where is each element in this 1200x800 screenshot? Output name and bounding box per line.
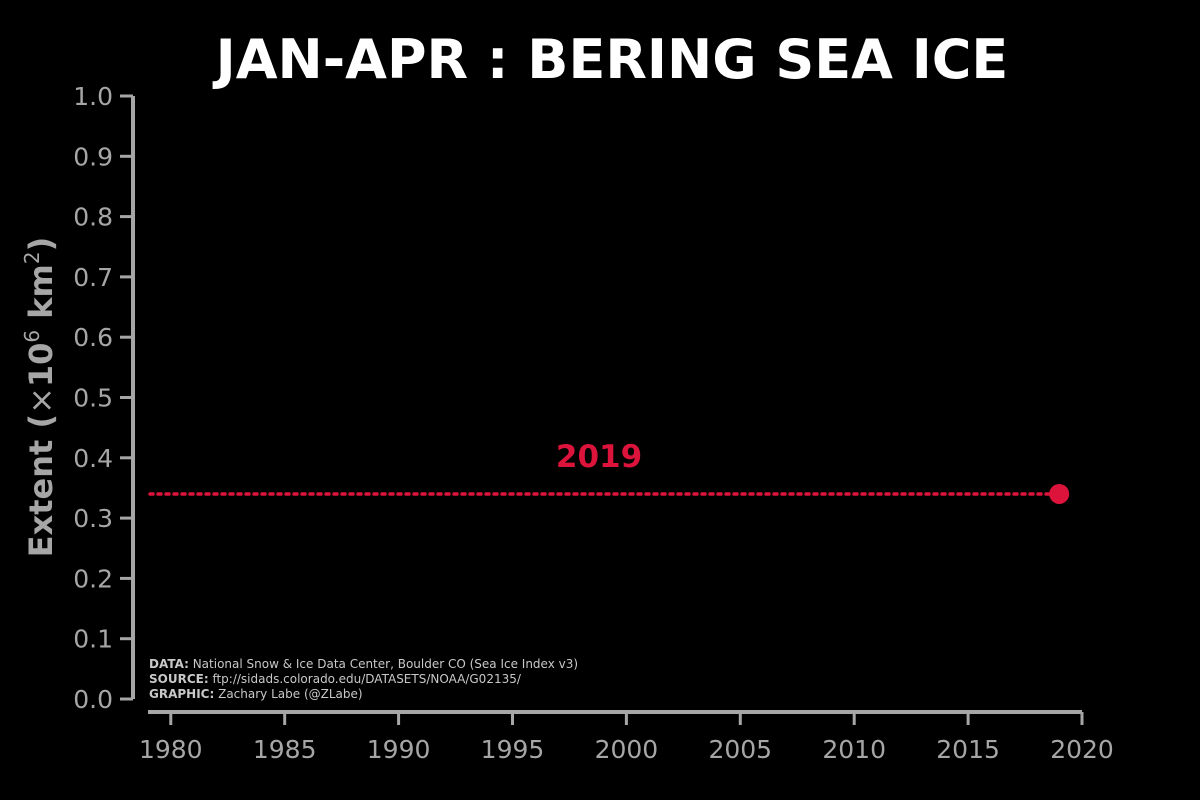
- y-tick-label: 0.5: [73, 384, 113, 413]
- y-tick-label: 0.1: [73, 625, 113, 654]
- y-tick-label: 0.9: [73, 142, 113, 171]
- x-tick-label: 2000: [595, 735, 659, 764]
- y-tick-label: 0.7: [73, 263, 113, 292]
- y-axis-label-unit-exponent: 2: [20, 251, 44, 264]
- x-tick-label: 2005: [708, 735, 772, 764]
- x-tick-label: 2020: [1050, 735, 1114, 764]
- credit-line: GRAPHIC: Zachary Labe (@ZLabe): [149, 687, 363, 701]
- x-axis: 1980 1985 1990 1995 2000 2005 2010 2015 2020: [139, 710, 1114, 764]
- y-axis-label-unit: km: [22, 264, 60, 330]
- credit-line: DATA: National Snow & Ice Data Center, B…: [149, 657, 578, 671]
- y-axis-label-times: ×: [22, 387, 60, 414]
- x-tick-label: 1995: [481, 735, 545, 764]
- y-axis-label-close: ): [22, 237, 60, 252]
- y-axis: 0.0 0.1 0.2 0.3 0.4 0.5 0.6 0.7 0.8 0.9 1.0: [73, 82, 135, 714]
- x-tick-label: 1980: [139, 735, 203, 764]
- x-tick-label: 2015: [936, 735, 1000, 764]
- credits: DATA: National Snow & Ice Data Center, B…: [149, 657, 578, 701]
- data-point: [1049, 483, 1070, 504]
- y-tick-label: 0.3: [73, 504, 113, 533]
- credit-value: ftp://sidads.colorado.edu/DATASETS/NOAA/…: [209, 672, 522, 686]
- chart-title: JAN-APR : BERING SEA ICE: [212, 28, 1009, 91]
- y-axis-label-base: 10: [22, 343, 60, 388]
- y-axis-label: Extent (×106 km2): [20, 237, 60, 558]
- credit-key: GRAPHIC:: [149, 687, 214, 701]
- y-tick-label: 0.0: [73, 685, 113, 714]
- credit-key: SOURCE:: [149, 672, 209, 686]
- x-tick-label: 1990: [367, 735, 431, 764]
- credit-key: DATA:: [149, 657, 189, 671]
- y-axis-label-main: Extent (: [22, 414, 60, 557]
- x-tick-label: 2010: [822, 735, 886, 764]
- y-tick-label: 0.2: [73, 564, 113, 593]
- y-tick-label: 0.4: [73, 444, 113, 473]
- y-tick-label: 0.6: [73, 323, 113, 352]
- credit-line: SOURCE: ftp://sidads.colorado.edu/DATASE…: [149, 672, 522, 686]
- y-tick-label: 0.8: [73, 203, 113, 232]
- y-tick-label: 1.0: [73, 82, 113, 111]
- credit-value: National Snow & Ice Data Center, Boulder…: [189, 657, 578, 671]
- year-annotation: 2019: [556, 439, 642, 475]
- credit-value: Zachary Labe (@ZLabe): [214, 687, 362, 701]
- y-axis-label-exponent: 6: [20, 330, 44, 343]
- plot-area: 2019: [148, 439, 1070, 504]
- x-tick-label: 1985: [253, 735, 317, 764]
